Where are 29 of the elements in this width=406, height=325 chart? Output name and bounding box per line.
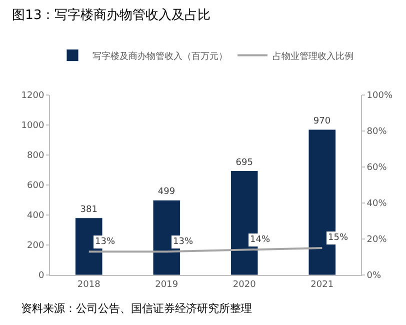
y-tick-label: 200	[27, 241, 44, 252]
x-tick-label: 2018	[77, 280, 101, 290]
y2-tick-label: 0%	[366, 271, 382, 282]
data-label: 970	[313, 116, 331, 126]
data-label: 13%	[95, 237, 116, 247]
data-label: 13%	[173, 237, 194, 247]
y-tick-label: 600	[27, 181, 44, 192]
legend-label: 写字楼及商办物管收入（百万元）	[92, 50, 228, 62]
y2-tick-label: 40%	[366, 199, 388, 210]
x-tick-label: 2019	[155, 280, 178, 290]
data-label: 14%	[250, 235, 270, 245]
data-label: 381	[80, 204, 98, 215]
data-label: 15%	[328, 233, 348, 243]
y-tick-label: 1200	[21, 91, 44, 102]
data-label: 695	[236, 158, 253, 168]
legend-label: 占物业管理收入比例	[272, 50, 354, 62]
x-tick-label: 2020	[232, 280, 256, 290]
y2-tick-label: 100%	[366, 91, 393, 102]
y2-tick-label: 60%	[366, 163, 388, 174]
chart-title: 图13：写字楼商办物管收入及占比	[12, 6, 211, 23]
y-tick-label: 800	[27, 151, 44, 162]
y-tick-label: 1000	[21, 121, 44, 132]
text: 资料来源：公司公告、国信证券经济研究所整理	[21, 302, 252, 315]
y-tick-label: 400	[27, 211, 44, 222]
y-tick-label: 0	[38, 271, 44, 282]
x-tick-label: 2021	[310, 280, 334, 290]
data-label: 499	[158, 187, 176, 198]
y2-tick-label: 20%	[366, 235, 388, 246]
y2-tick-label: 80%	[366, 127, 388, 138]
